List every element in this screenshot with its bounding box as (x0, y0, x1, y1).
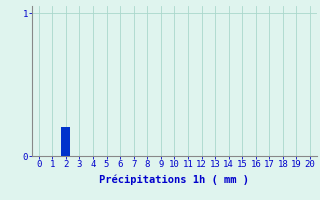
X-axis label: Précipitations 1h ( mm ): Précipitations 1h ( mm ) (100, 175, 249, 185)
Bar (61, 127, 70, 156)
